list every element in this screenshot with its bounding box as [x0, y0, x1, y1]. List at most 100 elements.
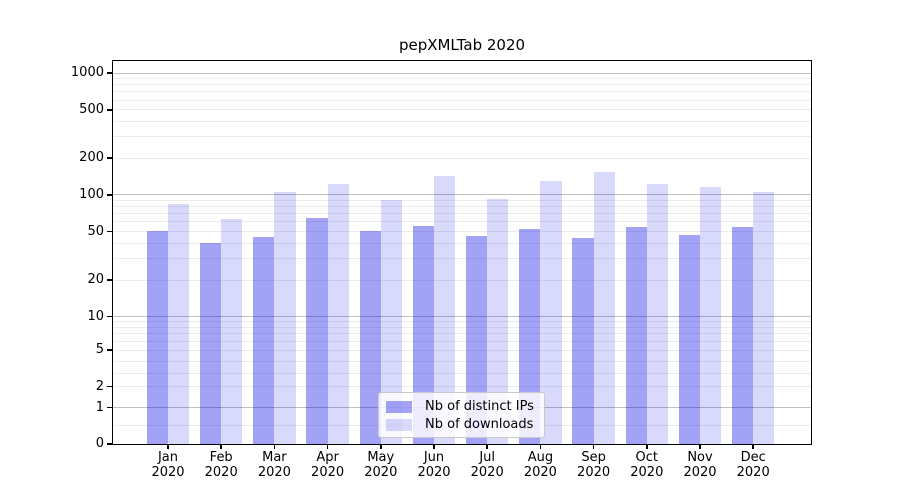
x-tick-label-year: 2020: [470, 465, 504, 480]
gridline-minor: [113, 340, 811, 342]
x-tick-label-year: 2020: [257, 465, 291, 480]
legend-swatch-distinct_ips: [386, 401, 412, 413]
x-tick-label-month: Aug: [527, 450, 554, 465]
x-tick-label-year: 2020: [204, 465, 238, 480]
gridline-minor: [113, 121, 811, 123]
x-tick-label-month: May: [367, 450, 395, 465]
x-tick-label-feb: Feb 2020: [194, 450, 248, 480]
y-tick-mark: [107, 194, 113, 196]
x-tick-label-year: 2020: [630, 465, 664, 480]
x-tick-label-month: Oct: [635, 450, 659, 465]
gridline-minor: [113, 78, 811, 80]
legend: Nb of distinct IPs Nb of downloads: [378, 392, 545, 438]
y-tick-label: 5: [95, 342, 104, 357]
y-tick-label: 200: [79, 150, 104, 166]
x-tick-label-month: Jul: [479, 450, 496, 465]
bar-distinct_ips-may: [359, 230, 381, 444]
x-tick-label-apr: Apr 2020: [301, 450, 355, 480]
gridline-major: [113, 316, 811, 318]
x-tick-label-month: Mar: [262, 450, 287, 465]
bar-downloads-jun: [434, 175, 456, 444]
gridline-minor: [113, 258, 811, 260]
gridline-minor: [113, 99, 811, 101]
gridline-minor: [113, 349, 811, 351]
x-tick-label-sep: Sep 2020: [567, 450, 621, 480]
legend-label-distinct_ips: Nb of distinct IPs: [425, 399, 534, 414]
gridline-minor: [113, 361, 811, 363]
gridline-minor: [113, 206, 811, 208]
gridline-minor: [113, 231, 811, 233]
x-tick-label-month: Feb: [209, 450, 233, 465]
x-tick-label-year: 2020: [523, 465, 557, 480]
gridline-minor: [113, 84, 811, 86]
gridline-minor: [113, 221, 811, 223]
legend-label-downloads: Nb of downloads: [425, 417, 534, 432]
x-tick-label-year: 2020: [151, 465, 185, 480]
x-tick-label-nov: Nov 2020: [673, 450, 727, 480]
bar-downloads-aug: [540, 181, 562, 444]
gridline-minor: [113, 242, 811, 244]
bar-distinct_ips-apr: [306, 217, 328, 444]
x-tick-mark: [539, 444, 542, 449]
chart-title: pepXMLTab 2020: [398, 36, 526, 54]
bar-downloads-feb: [221, 218, 243, 444]
x-tick-label-month: Nov: [687, 450, 713, 465]
y-tick-mark: [107, 230, 113, 233]
x-tick-label-month: Jun: [423, 450, 445, 465]
x-tick-label-jun: Jun 2020: [407, 450, 461, 480]
bar-distinct_ips-nov: [678, 234, 700, 444]
x-tick-mark: [486, 444, 488, 449]
bar-downloads-oct: [646, 183, 669, 444]
x-tick-mark: [326, 444, 329, 449]
x-tick-label-month: Dec: [740, 450, 766, 465]
x-tick-label-aug: Aug 2020: [513, 450, 567, 480]
gridline-major: [113, 194, 811, 196]
x-tick-label-month: Sep: [581, 450, 606, 465]
legend-swatch-downloads: [386, 419, 412, 431]
x-tick-label-oct: Oct 2020: [620, 450, 674, 480]
bar-distinct_ips-jan: [146, 230, 168, 444]
bar-downloads-jan: [168, 204, 190, 444]
x-tick-mark: [699, 444, 701, 449]
x-tick-label-jul: Jul 2020: [460, 450, 514, 480]
x-tick-label-year: 2020: [683, 465, 717, 480]
gridline-minor: [113, 199, 811, 201]
bar-distinct_ips-jul: [465, 235, 488, 444]
y-tick-label: 2: [95, 378, 104, 394]
x-tick-label-dec: Dec 2020: [726, 450, 780, 480]
bar-downloads-sep: [593, 172, 615, 444]
y-tick-mark: [107, 315, 113, 318]
gridline-minor: [113, 333, 811, 335]
y-tick-mark: [107, 157, 113, 159]
y-tick-label: 50: [87, 223, 104, 239]
y-tick-label: 10: [87, 308, 104, 324]
bar-distinct_ips-aug: [519, 229, 541, 444]
gridline-minor: [113, 136, 811, 138]
y-tick-mark: [107, 443, 113, 445]
x-tick-label-year: 2020: [577, 465, 611, 480]
bar-downloads-jul: [487, 198, 509, 444]
y-tick-label: 0: [95, 436, 104, 451]
gridline-minor: [113, 109, 811, 111]
x-tick-label-year: 2020: [736, 465, 770, 480]
bar-distinct_ips-jun: [412, 225, 434, 444]
bar-downloads-may: [380, 200, 403, 444]
gridline-minor: [113, 386, 811, 388]
x-tick-mark: [592, 444, 595, 449]
bar-downloads-nov: [700, 186, 722, 444]
plot-area: [112, 60, 812, 445]
bar-distinct_ips-dec: [731, 226, 754, 444]
y-tick-mark: [107, 385, 113, 388]
x-tick-label-month: Jan: [157, 450, 179, 465]
x-tick-label-year: 2020: [364, 465, 398, 480]
gridline-minor: [113, 213, 811, 215]
x-tick-mark: [433, 444, 435, 449]
gridline-minor: [113, 91, 811, 93]
x-tick-label-year: 2020: [417, 465, 451, 480]
x-tick-mark: [273, 444, 276, 449]
gridline-major: [113, 72, 811, 74]
y-tick-label: 20: [87, 272, 104, 288]
bar-distinct_ips-mar: [253, 237, 275, 444]
y-tick-label: 1: [95, 399, 104, 415]
